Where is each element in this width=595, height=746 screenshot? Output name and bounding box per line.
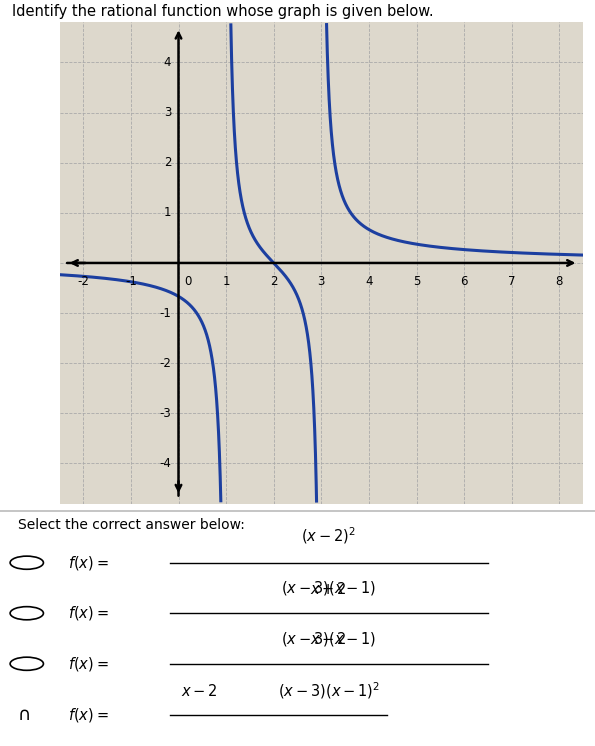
Text: -2: -2 <box>159 357 171 370</box>
Text: -3: -3 <box>159 407 171 420</box>
Text: $f(x) =$: $f(x) =$ <box>68 706 109 724</box>
Text: $f(x) =$: $f(x) =$ <box>68 604 109 622</box>
Text: $(x - 3)(x - 1)^{2}$: $(x - 3)(x - 1)^{2}$ <box>278 680 380 701</box>
Text: Identify the rational function whose graph is given below.: Identify the rational function whose gra… <box>12 4 434 19</box>
Text: 4: 4 <box>365 275 372 289</box>
Text: 1: 1 <box>223 275 230 289</box>
Text: 2: 2 <box>270 275 277 289</box>
Text: $x + 2$: $x + 2$ <box>311 581 347 597</box>
Text: $(x - 3)(x - 1)$: $(x - 3)(x - 1)$ <box>281 630 377 648</box>
Text: 0: 0 <box>184 275 192 289</box>
Text: 7: 7 <box>508 275 515 289</box>
Text: $(x - 3)(x - 1)$: $(x - 3)(x - 1)$ <box>281 579 377 597</box>
Text: Select the correct answer below:: Select the correct answer below: <box>18 518 245 532</box>
Text: -1: -1 <box>159 307 171 319</box>
Text: 5: 5 <box>413 275 420 289</box>
Text: 3: 3 <box>164 106 171 119</box>
Text: $x - 2$: $x - 2$ <box>181 683 218 699</box>
Text: $f(x) =$: $f(x) =$ <box>68 554 109 571</box>
Text: $(x - 2)^{2}$: $(x - 2)^{2}$ <box>301 526 356 546</box>
Text: 4: 4 <box>164 56 171 69</box>
Text: 8: 8 <box>556 275 563 289</box>
Text: 3: 3 <box>318 275 325 289</box>
Text: -4: -4 <box>159 457 171 470</box>
Text: 6: 6 <box>461 275 468 289</box>
Text: $f(x) =$: $f(x) =$ <box>68 655 109 673</box>
Text: $x - 2$: $x - 2$ <box>311 631 347 648</box>
Text: -1: -1 <box>125 275 137 289</box>
Text: ∩: ∩ <box>18 706 31 724</box>
Text: -2: -2 <box>77 275 89 289</box>
Text: ≡: ≡ <box>517 696 542 725</box>
Text: 1: 1 <box>164 207 171 219</box>
Text: 2: 2 <box>164 156 171 169</box>
